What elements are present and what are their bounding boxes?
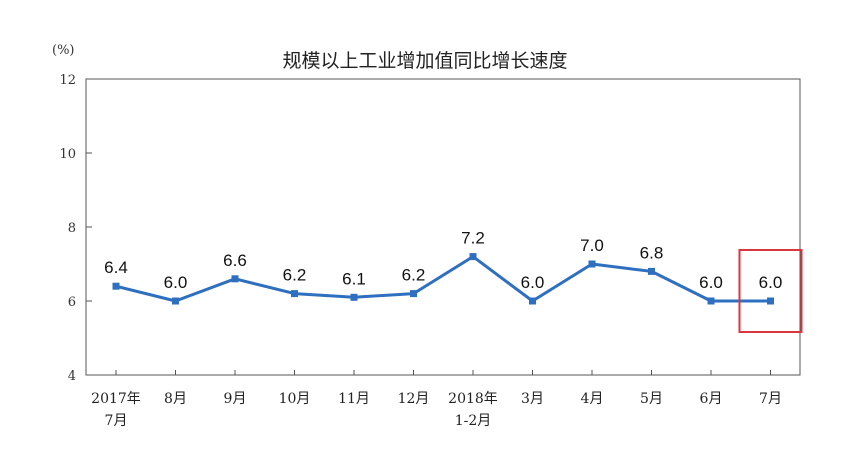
- data-point: [469, 253, 477, 261]
- data-label: 6.0: [164, 273, 188, 292]
- x-tick-label: 2017年: [91, 391, 141, 407]
- x-tick-label: 3月: [521, 391, 544, 407]
- x-tick-label: 4月: [581, 391, 604, 407]
- x-tick-label: 7月: [759, 391, 782, 407]
- x-tick-label: 12月: [398, 391, 430, 407]
- data-point: [172, 297, 179, 305]
- y-unit-label: (%): [52, 43, 75, 58]
- data-label: 6.2: [283, 266, 307, 285]
- data-point: [410, 290, 417, 298]
- y-tick-label: 12: [59, 73, 76, 88]
- x-axis: 2017年 7月 8月 9月 10月 11月 12月 2018年 1-2月 3月 4月 5月 6月 7月: [91, 370, 782, 429]
- y-tick-label: 6: [68, 295, 76, 310]
- series-line: [115, 255, 771, 303]
- x-tick-label: 5月: [640, 391, 663, 407]
- y-tick-label: 8: [68, 221, 76, 236]
- data-point: [707, 297, 715, 305]
- data-label: 6.0: [521, 273, 545, 292]
- x-tick-label: 11月: [338, 391, 370, 407]
- x-tick-label: 8月: [164, 391, 187, 407]
- x-tick-label: 7月: [105, 413, 128, 429]
- x-tick-label: 1-2月: [455, 413, 492, 429]
- data-point: [231, 275, 239, 283]
- y-axis: 4 6 8 10 12: [59, 73, 92, 384]
- data-label: 6.2: [402, 266, 426, 285]
- y-tick-label: 4: [68, 369, 76, 384]
- x-tick-label: 2018年: [448, 391, 498, 407]
- x-tick-label: 9月: [224, 391, 247, 407]
- data-label: 7.0: [580, 236, 604, 255]
- data-point: [767, 297, 774, 305]
- data-label: 6.0: [759, 273, 783, 292]
- data-point: [350, 293, 358, 301]
- y-tick-label: 10: [59, 147, 76, 162]
- data-label: 6.6: [223, 251, 247, 270]
- data-label: 6.1: [342, 269, 366, 288]
- data-label: 6.4: [104, 258, 128, 277]
- data-point: [648, 267, 655, 275]
- x-tick-label: 6月: [700, 391, 723, 407]
- data-labels: 6.4 6.0 6.6 6.2 6.1 6.2 7.2 6.0 7.0 6.8 6.0 6.0: [104, 229, 782, 292]
- data-point: [112, 282, 120, 290]
- highlight-box: [738, 249, 803, 333]
- x-tick-label: 10月: [279, 391, 311, 407]
- data-label: 6.8: [640, 243, 664, 262]
- data-label: 6.0: [699, 273, 723, 292]
- chart-title: 规模以上工业增加值同比增长速度: [282, 50, 567, 72]
- data-point: [529, 297, 536, 305]
- data-label: 7.2: [461, 229, 485, 248]
- data-points: [112, 253, 774, 305]
- data-point: [588, 260, 596, 268]
- plot-frame: [85, 78, 801, 376]
- data-point: [291, 290, 298, 298]
